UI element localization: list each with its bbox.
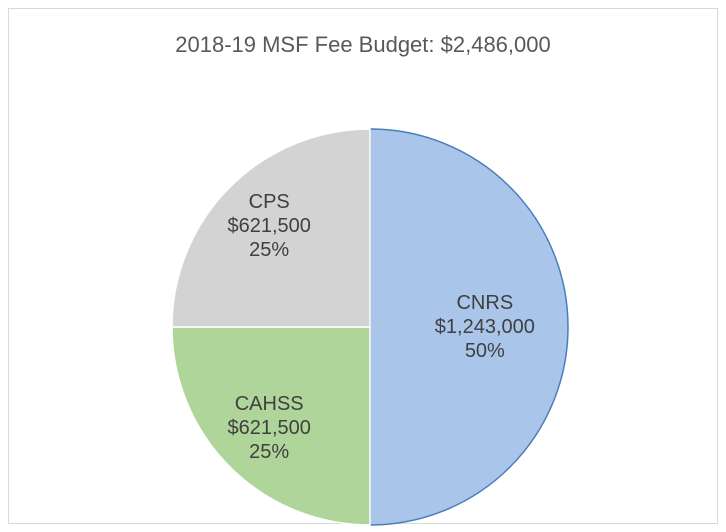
slice-label: CNRS $1,243,000 50%	[420, 291, 550, 363]
pie-slice	[171, 128, 371, 328]
label-line: CPS	[248, 191, 290, 214]
slice-label: CAHSS $621,500 25%	[204, 392, 334, 464]
chart-title: 2018-19 MSF Fee Budget: $2,486,000	[175, 32, 550, 57]
label-line: 25%	[249, 239, 290, 262]
label-line: 50%	[464, 340, 505, 362]
label-line: CAHSS	[234, 392, 304, 415]
label-line: $1,243,000	[434, 316, 535, 338]
slice-label: CPS $621,500 25%	[204, 190, 334, 262]
label-line: $621,500	[227, 416, 311, 439]
label-line: 25%	[249, 440, 290, 463]
pie-slice	[369, 128, 569, 526]
pie-slice	[171, 326, 371, 526]
label-line: CNRS	[456, 292, 514, 314]
label-line: $621,500	[227, 215, 311, 238]
